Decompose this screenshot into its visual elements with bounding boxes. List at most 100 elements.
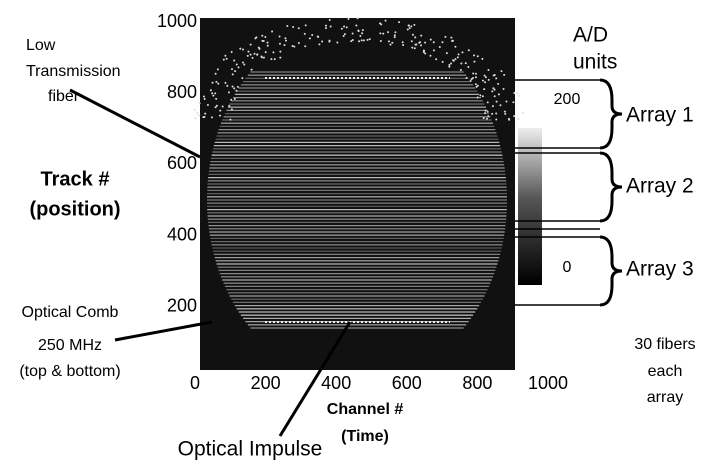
image-speckle — [214, 92, 217, 95]
image-speckle — [216, 68, 219, 71]
image-speckle — [393, 34, 396, 37]
y-tick-label: 800 — [167, 82, 197, 102]
image-speckle — [470, 78, 473, 81]
image-speckle — [471, 76, 474, 79]
image-speckle — [215, 80, 218, 83]
image-speckle — [211, 92, 214, 95]
image-speckle — [194, 117, 197, 120]
array-label: Array 3 — [626, 258, 694, 281]
image-speckle — [230, 108, 233, 111]
x-tick-label: 0 — [190, 373, 200, 393]
colorbar-tick-label: 200 — [554, 91, 581, 108]
image-speckle — [486, 110, 489, 113]
image-speckle — [482, 117, 485, 120]
image-speckle — [459, 68, 462, 71]
image-speckle — [415, 43, 418, 46]
image-speckle — [212, 94, 215, 97]
image-speckle — [226, 84, 229, 87]
image-speckle — [361, 29, 364, 32]
image-speckle — [441, 41, 444, 44]
image-speckle — [492, 87, 495, 90]
image-speckle — [221, 105, 224, 108]
image-speckle — [487, 68, 490, 71]
image-speckle — [454, 58, 457, 61]
image-speckle — [272, 51, 275, 54]
image-speckle — [384, 19, 387, 22]
image-speckle — [361, 32, 364, 35]
image-speckle — [209, 89, 212, 92]
image-speckle — [343, 25, 346, 28]
image-speckle — [235, 63, 238, 66]
image-speckle — [249, 53, 252, 56]
image-speckle — [229, 118, 232, 121]
y-tick-label: 400 — [167, 224, 197, 244]
image-speckle — [304, 24, 307, 27]
image-speckle — [387, 40, 390, 43]
image-speckle — [317, 35, 320, 38]
image-speckle — [340, 27, 343, 30]
image-speckle — [325, 24, 328, 27]
image-speckle — [202, 95, 205, 98]
pointer-lines — [69, 88, 352, 437]
image-speckle — [284, 39, 287, 42]
image-speckle — [414, 36, 417, 39]
image-speckle — [389, 43, 392, 46]
image-speckle — [202, 116, 205, 119]
image-speckle — [422, 49, 425, 52]
image-speckle — [241, 61, 244, 64]
image-speckle — [380, 23, 383, 26]
image-speckle — [210, 116, 213, 119]
image-speckle — [413, 23, 416, 26]
image-speckle — [235, 89, 238, 92]
image-speckle — [242, 48, 245, 51]
image-speckle — [193, 108, 196, 111]
image-speckle — [382, 32, 385, 35]
array-label: Array 1 — [626, 104, 694, 127]
image-speckle — [499, 104, 502, 107]
annotation: Optical Comb — [22, 304, 119, 321]
image-speckle — [257, 46, 260, 49]
annotation: each — [648, 363, 683, 380]
image-speckle — [429, 54, 432, 57]
image-speckle — [347, 17, 350, 20]
image-speckle — [413, 47, 416, 50]
image-speckle — [495, 77, 498, 80]
image-speckle — [249, 43, 252, 46]
image-speckle — [505, 100, 508, 103]
image-speckle — [256, 53, 259, 56]
image-speckle — [420, 34, 423, 37]
image-speckle — [311, 33, 314, 36]
image-speckle — [219, 109, 222, 112]
image-speckle — [360, 39, 363, 42]
image-speckle — [222, 58, 225, 61]
image-speckle — [461, 51, 464, 54]
image-speckle — [246, 54, 249, 57]
detector-image — [193, 17, 524, 370]
image-speckle — [224, 54, 227, 57]
image-speckle — [225, 57, 228, 60]
image-speckle — [408, 27, 411, 30]
image-speckle — [236, 85, 239, 88]
image-speckle — [432, 49, 435, 52]
image-speckle — [355, 24, 358, 27]
image-speckle — [198, 102, 201, 105]
image-speckle — [356, 17, 359, 20]
image-speckle — [410, 40, 413, 43]
image-speckle — [230, 98, 233, 101]
image-speckle — [250, 68, 253, 71]
image-speckle — [237, 66, 240, 69]
image-speckle — [493, 88, 496, 91]
image-speckle — [230, 51, 233, 54]
image-speckle — [328, 19, 331, 22]
image-speckle — [264, 51, 267, 54]
image-speckle — [255, 36, 258, 39]
image-speckle — [484, 81, 487, 84]
image-speckle — [266, 41, 269, 44]
image-speckle — [247, 50, 250, 53]
image-speckle — [358, 40, 361, 43]
colorbar — [518, 128, 542, 285]
image-speckle — [432, 41, 435, 44]
image-speckle — [454, 45, 457, 48]
